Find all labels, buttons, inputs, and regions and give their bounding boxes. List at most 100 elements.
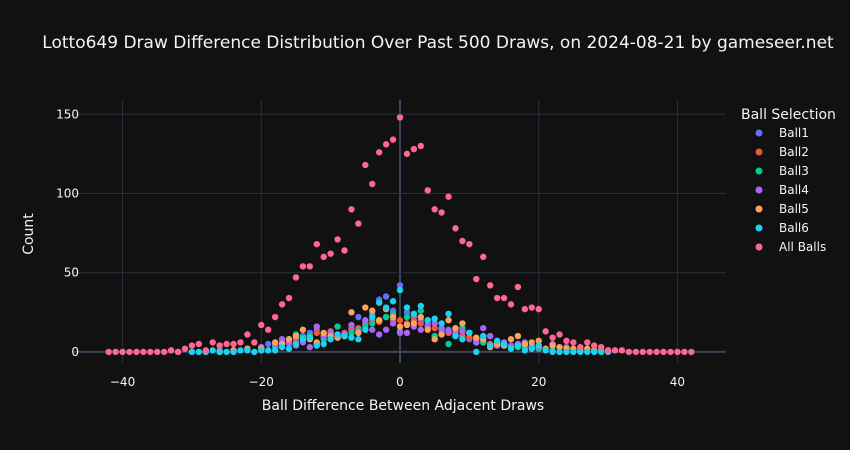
- data-point: [278, 301, 286, 308]
- data-point: [431, 324, 438, 332]
- data-point: [535, 342, 542, 349]
- data-point: [563, 348, 570, 356]
- data-point: [251, 348, 258, 356]
- data-point: [417, 320, 425, 327]
- data-point: [507, 345, 515, 352]
- data-point: [375, 299, 383, 306]
- data-point: [126, 348, 133, 356]
- data-point: [521, 305, 529, 313]
- data-point: [632, 348, 640, 356]
- data-point: [438, 209, 445, 216]
- data-point: [431, 320, 438, 327]
- data-point: [410, 310, 418, 318]
- data-point: [438, 324, 445, 332]
- data-point: [265, 340, 272, 348]
- data-point: [459, 328, 466, 335]
- data-point: [556, 331, 563, 338]
- data-point: [514, 342, 522, 349]
- data-point: [355, 220, 362, 227]
- data-point: [403, 304, 411, 311]
- data-point: [369, 307, 376, 314]
- data-point: [244, 331, 251, 338]
- data-point: [660, 348, 667, 356]
- legend-label: Ball2: [779, 145, 809, 159]
- data-point: [382, 293, 390, 300]
- legend-item[interactable]: Ball3: [755, 164, 809, 178]
- x-tick-label: 40: [670, 375, 685, 389]
- data-point: [473, 348, 480, 356]
- data-point: [466, 334, 473, 341]
- data-point: [299, 336, 307, 343]
- data-point: [577, 348, 584, 356]
- data-points: [105, 114, 695, 356]
- data-point: [105, 348, 112, 356]
- legend-item[interactable]: Ball6: [755, 221, 809, 235]
- data-point: [362, 317, 369, 324]
- legend-item[interactable]: Ball4: [755, 183, 809, 197]
- data-point: [209, 347, 216, 354]
- data-point: [403, 309, 411, 316]
- y-tick-label: 50: [64, 266, 79, 280]
- data-point: [403, 150, 411, 158]
- data-point: [271, 339, 279, 346]
- data-point: [417, 326, 425, 333]
- data-point: [396, 329, 404, 337]
- data-point: [473, 275, 480, 283]
- data-point: [154, 348, 161, 356]
- data-point: [431, 315, 438, 322]
- legend-item[interactable]: All Balls: [755, 240, 827, 254]
- data-point: [507, 301, 515, 308]
- data-point: [348, 309, 355, 316]
- legend-item[interactable]: Ball1: [755, 126, 809, 140]
- data-point: [216, 348, 223, 356]
- data-point: [438, 331, 445, 338]
- data-point: [251, 339, 258, 346]
- data-point: [147, 348, 154, 356]
- data-point: [306, 334, 314, 341]
- data-point: [285, 345, 293, 352]
- data-point: [195, 340, 203, 348]
- legend-label: All Balls: [779, 240, 826, 254]
- data-point: [278, 336, 286, 343]
- data-point: [181, 345, 189, 352]
- data-point: [500, 294, 508, 302]
- data-point: [188, 348, 196, 356]
- legend[interactable]: Ball Selection Ball1 Ball2 Ball3 Ball4 Ball5…: [741, 107, 836, 254]
- legend-item[interactable]: Ball2: [755, 145, 809, 159]
- data-point: [591, 342, 598, 349]
- data-point: [389, 298, 397, 305]
- data-point: [473, 334, 480, 341]
- data-point: [604, 347, 612, 354]
- data-point: [160, 348, 168, 356]
- data-point: [459, 320, 466, 327]
- legend-marker: [755, 243, 763, 251]
- data-point: [452, 324, 459, 332]
- data-point: [486, 342, 494, 349]
- data-point: [334, 323, 341, 330]
- data-point: [195, 348, 203, 356]
- legend-marker: [755, 186, 763, 194]
- data-point: [119, 348, 126, 356]
- data-point: [369, 320, 376, 327]
- y-tick-label: 0: [71, 345, 79, 359]
- data-point: [223, 340, 230, 348]
- x-axis-title: Ball Difference Between Adjacent Draws: [262, 398, 544, 414]
- data-point: [577, 343, 584, 351]
- data-point: [216, 342, 223, 349]
- data-point: [341, 247, 348, 254]
- y-tick-label: 100: [56, 186, 79, 200]
- data-point: [417, 302, 425, 310]
- legend-label: Ball1: [779, 126, 809, 140]
- data-point: [563, 337, 570, 345]
- data-point: [514, 332, 522, 340]
- legend-item[interactable]: Ball5: [755, 202, 809, 216]
- data-point: [535, 305, 542, 313]
- legend-label: Ball5: [779, 202, 809, 216]
- data-point: [285, 294, 293, 302]
- data-point: [681, 348, 688, 356]
- legend-title: Ball Selection: [741, 107, 836, 123]
- data-point: [278, 343, 286, 351]
- data-point: [348, 321, 355, 329]
- series-ball6: [188, 286, 612, 356]
- data-point: [486, 282, 494, 289]
